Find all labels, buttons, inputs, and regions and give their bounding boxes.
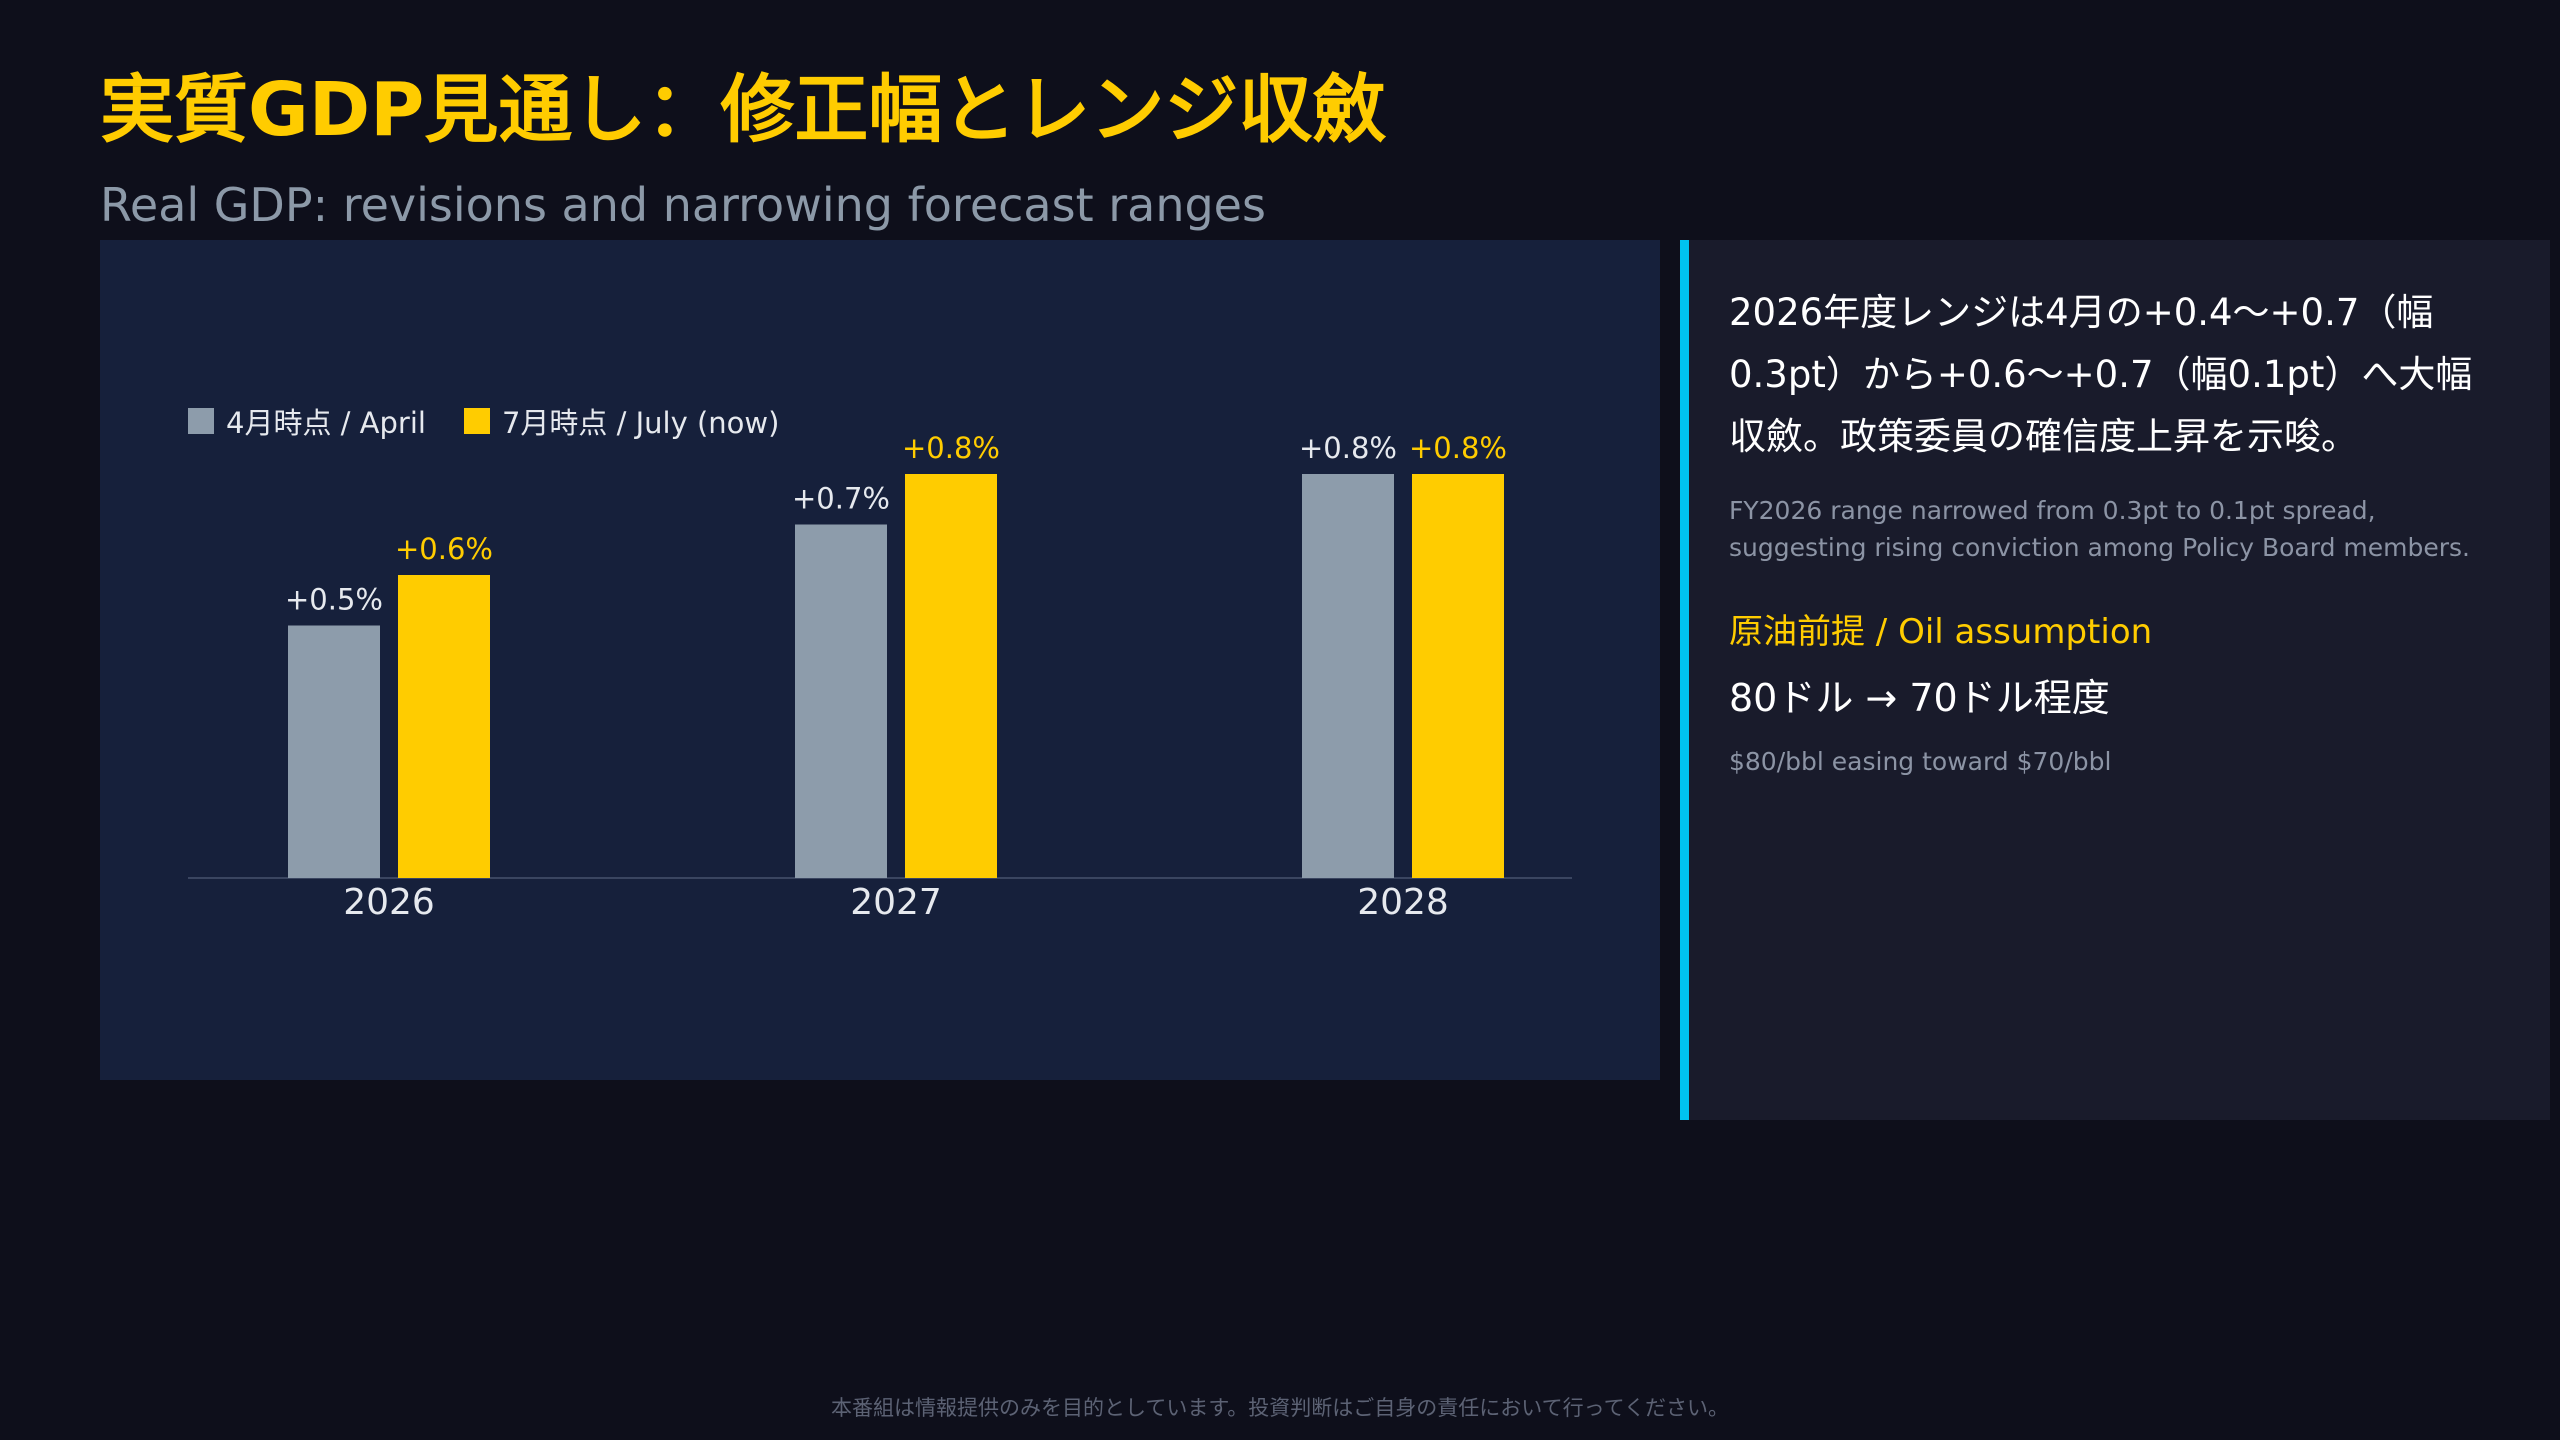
page-subtitle: Real GDP: revisions and narrowing foreca…	[100, 178, 1266, 232]
range-note-en: FY2026 range narrowed from 0.3pt to 0.1p…	[1729, 496, 2470, 562]
legend-item-july: 7月時点 / July (now)	[463, 400, 780, 442]
bar-2027-july	[905, 474, 997, 878]
legend-swatch-april	[188, 408, 214, 434]
x-tick-label-2027: 2027	[850, 882, 942, 923]
bar-2026-april	[288, 625, 380, 878]
commentary-panel: 2026年度レンジは4月の+0.4〜+0.7（幅0.3pt）から+0.6〜+0.…	[1680, 240, 2550, 1120]
data-label-2027-july: +0.8%	[902, 431, 1000, 465]
disclaimer: 本番組は情報提供のみを目的としています。投資判断はご自身の責任において行ってくだ…	[831, 1396, 1729, 1420]
oil-assumption-value: 80ドル → 70ドル程度	[1729, 676, 2110, 721]
chart-legend: 4月時点 / April 7月時点 / July (now)	[188, 400, 817, 442]
data-label-2028-april: +0.8%	[1299, 431, 1397, 465]
legend-label-july: 7月時点 / July (now)	[501, 406, 780, 440]
legend-item-april: 4月時点 / April	[188, 400, 426, 442]
x-tick-label-2028: 2028	[1357, 882, 1449, 923]
gdp-chart-panel: 4月時点 / April 7月時点 / July (now) +0.5% +0.6…	[100, 240, 1660, 1080]
page-title: 実質GDP見通し：修正幅とレンジ収斂	[100, 67, 1387, 153]
legend-swatch-july	[463, 408, 490, 434]
oil-assumption-sub: $80/bbl easing toward $70/bbl	[1729, 746, 2112, 776]
data-label-2026-july: +0.6%	[395, 532, 493, 566]
bar-2027-april	[795, 524, 887, 878]
x-tick-label-2026: 2026	[343, 882, 435, 923]
data-label-2026-april: +0.5%	[285, 583, 383, 617]
gdp-bar-chart: +0.5% +0.6% 2026 +0.7% +0.8% 2027 +0.8% +0.8% 20…	[188, 431, 1572, 923]
range-note-ja: 2026年度レンジは4月の+0.4〜+0.7（幅0.3pt）から+0.6〜+0.…	[1729, 291, 2473, 458]
data-label-2027-april: +0.7%	[792, 482, 890, 516]
bar-2026-july	[398, 575, 490, 878]
oil-assumption-label: 原油前提 / Oil assumption	[1729, 612, 2153, 652]
bar-2028-april	[1302, 474, 1394, 878]
legend-label-april: 4月時点 / April	[226, 406, 426, 440]
bar-2028-july	[1412, 474, 1504, 878]
data-label-2028-july: +0.8%	[1409, 431, 1507, 465]
